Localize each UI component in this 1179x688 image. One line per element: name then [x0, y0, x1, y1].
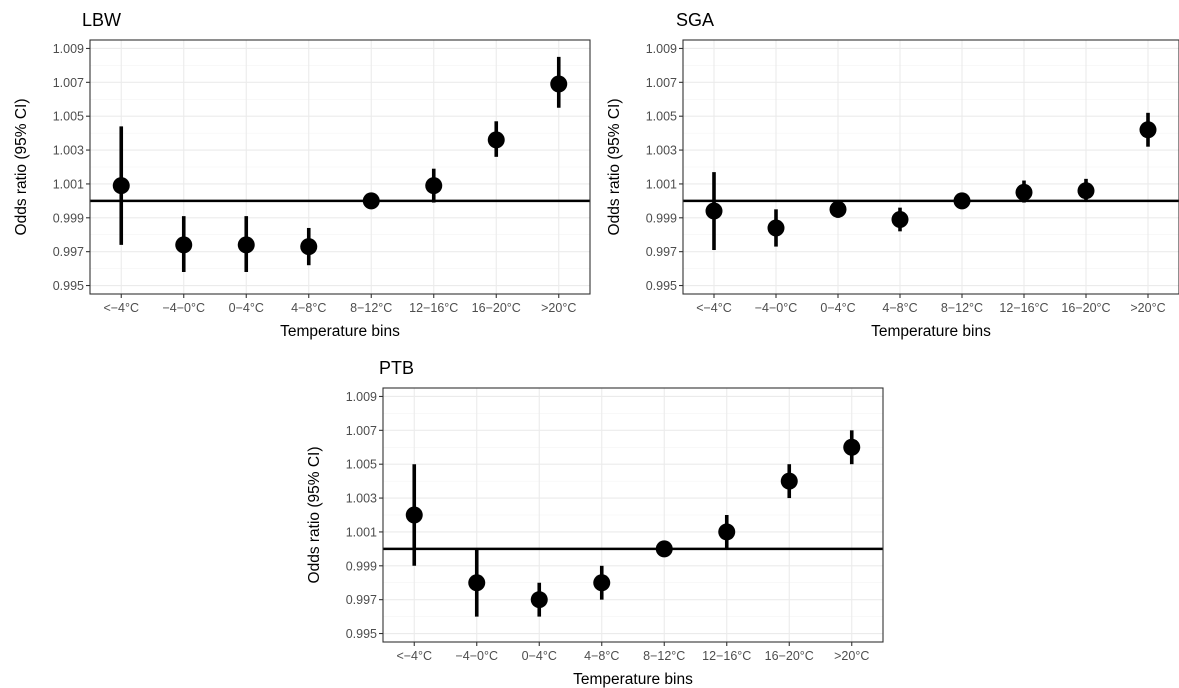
data-point: [655, 540, 673, 558]
x-tick-label: 4−8°C: [882, 301, 917, 315]
y-axis-title: Odds ratio (95% CI): [13, 99, 30, 236]
panel-border: [382, 387, 884, 643]
x-tick-label: >20°C: [1130, 301, 1165, 315]
x-tick-label: 16−20°C: [765, 649, 814, 663]
y-axis-title: Odds ratio (95% CI): [606, 99, 623, 236]
data-point: [530, 591, 548, 609]
panel-border: [682, 39, 1179, 295]
data-point: [767, 219, 785, 237]
data-point: [891, 210, 909, 228]
y-tick-label: 1.007: [646, 76, 677, 90]
panel-title: SGA: [676, 10, 714, 30]
panel-border: [89, 39, 591, 295]
x-axis-title: Temperature bins: [871, 323, 991, 340]
x-tick-label: −4−0°C: [755, 301, 798, 315]
y-tick-label: 1.007: [53, 76, 84, 90]
x-tick-label: 12−16°C: [409, 301, 458, 315]
x-tick-label: 0−4°C: [522, 649, 557, 663]
y-tick-label: 1.005: [646, 110, 677, 124]
data-point: [953, 192, 971, 210]
x-tick-label: 12−16°C: [702, 649, 751, 663]
chart-panel-lbw: 0.995 0.997 0.999 1.001 1.003 1.005 1.007 1.009…: [13, 10, 591, 340]
x-tick-label: 8−12°C: [350, 301, 392, 315]
data-point: [362, 192, 380, 210]
x-tick-label: 8−12°C: [643, 649, 685, 663]
y-tick-label: 1.007: [346, 424, 377, 438]
x-tick-label: 4−8°C: [584, 649, 619, 663]
y-tick-label: 1.005: [53, 110, 84, 124]
y-tick-label: 0.995: [346, 627, 377, 641]
data-point: [300, 238, 318, 256]
y-tick-label: 0.995: [53, 279, 84, 293]
y-tick-label: 1.009: [346, 390, 377, 404]
x-tick-label: >20°C: [834, 649, 869, 663]
data-point: [425, 177, 443, 195]
data-point: [843, 438, 861, 456]
y-tick-label: 1.009: [53, 42, 84, 56]
x-tick-label: <−4°C: [396, 649, 432, 663]
y-tick-label: 1.001: [346, 525, 377, 539]
x-tick-label: −4−0°C: [162, 301, 205, 315]
x-axis-title: Temperature bins: [280, 323, 400, 340]
data-point: [780, 472, 798, 490]
data-point: [487, 131, 505, 149]
panel-title: LBW: [82, 10, 121, 30]
data-point: [829, 200, 847, 218]
data-point: [468, 574, 486, 592]
x-tick-label: 0−4°C: [229, 301, 264, 315]
data-point: [1139, 121, 1157, 139]
data-point: [112, 177, 130, 195]
x-tick-label: <−4°C: [103, 301, 139, 315]
x-tick-label: 12−16°C: [999, 301, 1048, 315]
data-point: [175, 236, 193, 254]
y-tick-label: 0.997: [646, 245, 677, 259]
x-axis-title: Temperature bins: [573, 671, 693, 688]
data-point: [718, 523, 736, 541]
y-tick-label: 0.997: [53, 245, 84, 259]
y-tick-label: 1.003: [646, 144, 677, 158]
x-tick-label: 16−20°C: [472, 301, 521, 315]
y-tick-label: 1.003: [53, 144, 84, 158]
data-point: [405, 506, 423, 524]
y-tick-label: 1.005: [346, 458, 377, 472]
chart-panel-sga: 0.995 0.997 0.999 1.001 1.003 1.005 1.007 1.009…: [606, 10, 1179, 340]
x-tick-label: −4−0°C: [455, 649, 498, 663]
x-tick-label: <−4°C: [696, 301, 732, 315]
y-tick-label: 0.999: [53, 211, 84, 225]
y-tick-label: 1.001: [53, 177, 84, 191]
y-tick-label: 0.997: [346, 593, 377, 607]
x-tick-label: 0−4°C: [820, 301, 855, 315]
x-tick-label: 8−12°C: [941, 301, 983, 315]
data-point: [705, 202, 723, 220]
data-point: [550, 75, 568, 93]
y-tick-label: 1.001: [646, 177, 677, 191]
chart-panel-ptb: 0.995 0.997 0.999 1.001 1.003 1.005 1.007 1.009…: [306, 358, 884, 688]
y-tick-label: 0.999: [346, 559, 377, 573]
x-tick-label: 16−20°C: [1061, 301, 1110, 315]
data-point: [237, 236, 255, 254]
panel-title: PTB: [379, 358, 414, 378]
data-point: [1015, 183, 1033, 201]
x-tick-label: >20°C: [541, 301, 576, 315]
data-point: [1077, 182, 1095, 200]
y-tick-label: 1.003: [346, 492, 377, 506]
data-point: [593, 574, 611, 592]
y-tick-label: 1.009: [646, 42, 677, 56]
y-tick-label: 0.999: [646, 211, 677, 225]
y-axis-title: Odds ratio (95% CI): [306, 447, 323, 584]
y-tick-label: 0.995: [646, 279, 677, 293]
x-tick-label: 4−8°C: [291, 301, 326, 315]
